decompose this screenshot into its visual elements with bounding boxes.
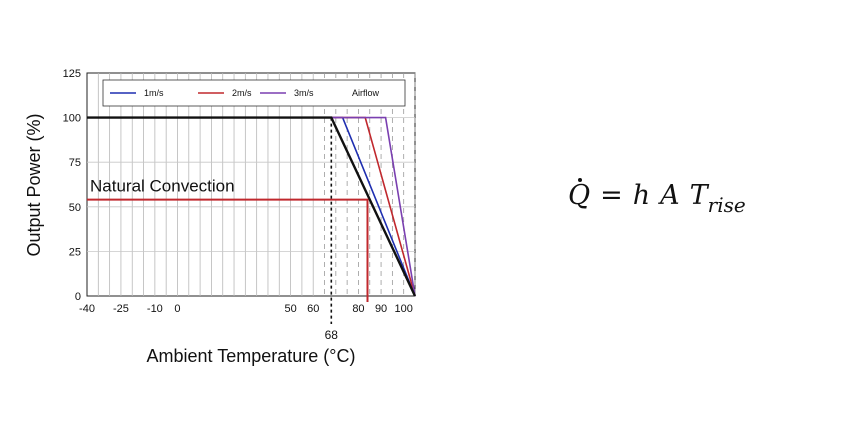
plot-area [86, 72, 416, 297]
x-tick-label: 80 [352, 303, 364, 315]
legend-label: 1m/s [144, 88, 164, 98]
x-tick-label: -10 [147, 303, 163, 315]
grid [87, 73, 416, 296]
temperature-subscript: rise [707, 193, 746, 217]
x-tick-label: 100 [395, 303, 413, 315]
legend-box [102, 79, 406, 107]
x-tick-labels: -40 -25 -10 0 50 60 80 90 100 [79, 303, 413, 315]
y-tick-label: 25 [69, 246, 81, 258]
natural-convection-label: Natural Convection [90, 177, 235, 196]
legend-label: 2m/s [232, 88, 252, 98]
y-tick-label: 0 [75, 291, 81, 303]
x-tick-label: 50 [284, 303, 296, 315]
x-axis-title: Ambient Temperature (°C) [147, 346, 356, 366]
heat-equation: Q = h A Trise [568, 178, 746, 217]
x-tick-label: -40 [79, 303, 95, 315]
coefficient-symbol: h [632, 180, 651, 211]
x-tick-label: 0 [174, 303, 180, 315]
derating-chart: 0 25 50 75 100 125 -40 -25 -10 0 50 60 80 90 100 Natu… [24, 68, 417, 366]
annotations: Natural Convection 68 [87, 117, 369, 342]
y-tick-label: 125 [63, 68, 81, 80]
x-tick-label: -25 [113, 303, 129, 315]
legend-label: Airflow [352, 88, 380, 98]
area-symbol: A [660, 180, 680, 211]
equals-sign: = [600, 180, 623, 211]
heat-rate-symbol: Q [568, 178, 591, 211]
legend: 1m/s 2m/s 3m/s Airflow [110, 88, 380, 98]
y-tick-labels: 0 25 50 75 100 125 [63, 68, 81, 303]
y-tick-label: 50 [69, 202, 81, 214]
marker-68-label: 68 [325, 328, 339, 342]
y-tick-label: 75 [69, 157, 81, 169]
y-tick-label: 100 [63, 113, 81, 125]
legend-label: 3m/s [294, 88, 314, 98]
natural-convection-line [87, 198, 369, 302]
temperature-symbol: T [689, 180, 708, 211]
x-tick-label: 90 [375, 303, 387, 315]
y-axis-title: Output Power (%) [24, 113, 44, 256]
x-tick-label: 60 [307, 303, 319, 315]
